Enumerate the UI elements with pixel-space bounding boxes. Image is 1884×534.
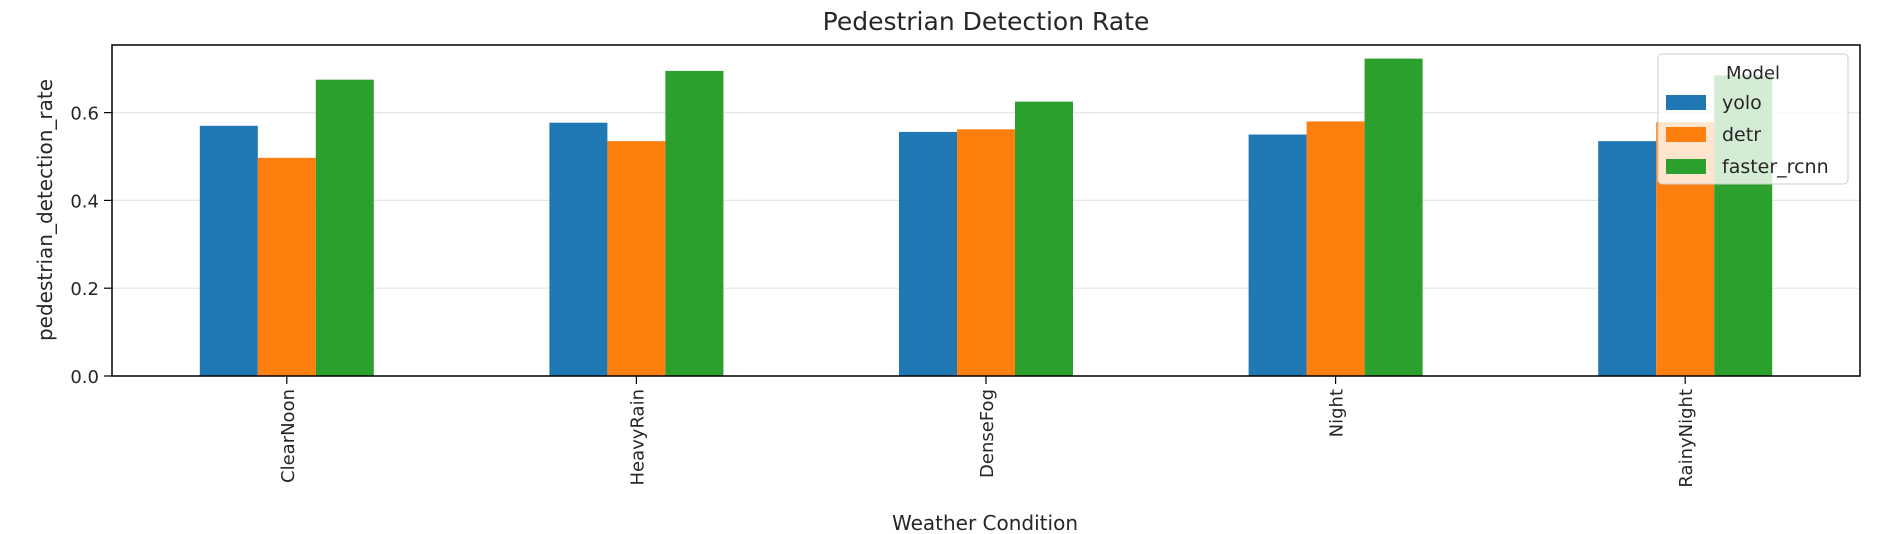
x-tick-label: DenseFog	[977, 389, 998, 478]
bar-faster_rcnn-HeavyRain	[665, 70, 724, 377]
bar-detr-Night	[1306, 121, 1365, 376]
x-tick-label: HeavyRain	[627, 389, 648, 486]
legend-label-faster_rcnn: faster_rcnn	[1722, 156, 1829, 178]
chart-title: Pedestrian Detection Rate	[823, 7, 1150, 36]
y-axis-title: pedestrian_detection_rate	[33, 79, 57, 341]
legend-swatch-detr	[1666, 127, 1706, 142]
legend-swatch-yolo	[1666, 95, 1706, 110]
x-tick-label: RainyNight	[1676, 389, 1697, 488]
y-tick-label: 0.4	[70, 191, 99, 212]
y-tick-label: 0.0	[70, 367, 99, 388]
y-axis: 0.0 0.2 0.4 0.6	[70, 104, 112, 388]
bar-yolo-RainyNight	[1598, 141, 1657, 376]
x-tick-label: ClearNoon	[278, 389, 299, 483]
bar-yolo-Night	[1248, 134, 1307, 376]
bars	[199, 58, 1773, 377]
y-tick-label: 0.6	[70, 104, 99, 125]
bar-yolo-DenseFog	[899, 131, 957, 376]
legend-label-detr: detr	[1722, 124, 1761, 146]
legend-swatch-faster_rcnn	[1666, 159, 1706, 174]
legend-title: Model	[1726, 63, 1780, 84]
legend-box	[1657, 53, 1849, 185]
bar-yolo-HeavyRain	[549, 122, 608, 376]
bar-detr-DenseFog	[957, 129, 1015, 376]
x-axis: ClearNoon HeavyRain DenseFog Night RainyNigh…	[278, 376, 1697, 488]
bar-faster_rcnn-Night	[1364, 58, 1423, 376]
y-tick-label: 0.2	[70, 279, 99, 300]
legend-label-yolo: yolo	[1722, 92, 1762, 114]
bar-detr-ClearNoon	[257, 157, 316, 376]
bar-detr-HeavyRain	[607, 141, 666, 376]
legend: Model yolo detr faster_rcnn	[1657, 53, 1849, 185]
x-tick-label: Night	[1327, 389, 1348, 437]
bar-faster_rcnn-ClearNoon	[315, 79, 374, 377]
bar-yolo-ClearNoon	[199, 125, 258, 376]
x-axis-title: Weather Condition	[892, 511, 1078, 534]
bar-faster_rcnn-DenseFog	[1015, 101, 1073, 376]
